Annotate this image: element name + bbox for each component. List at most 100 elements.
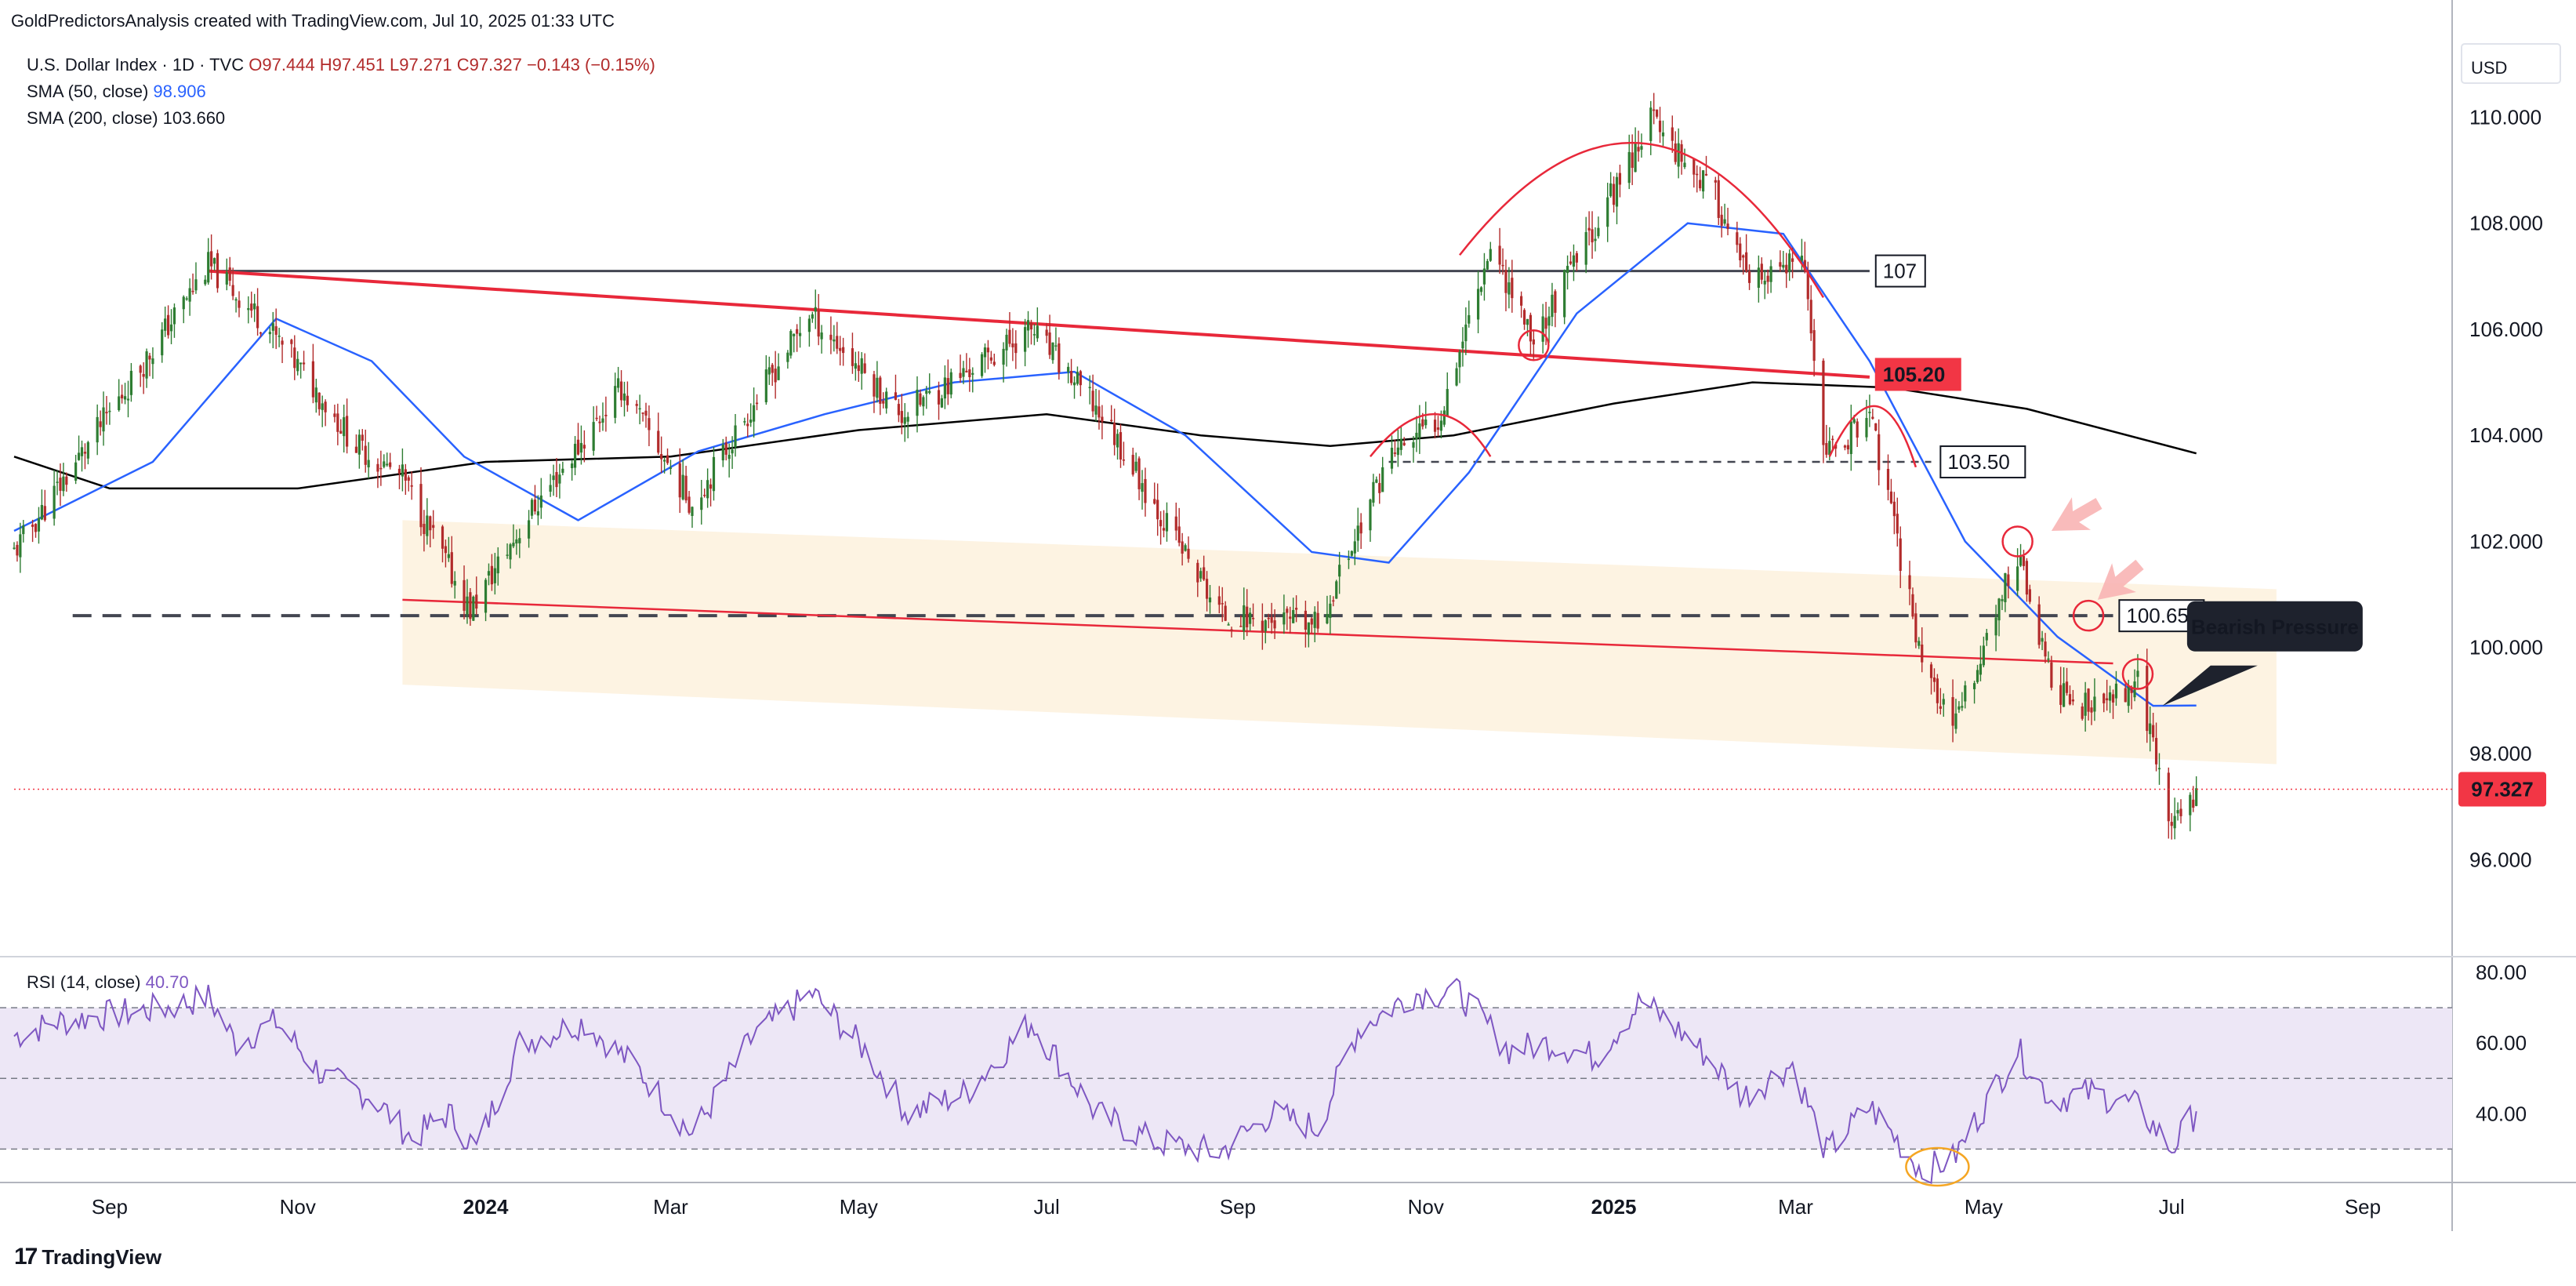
candle-body bbox=[2090, 707, 2093, 713]
candle-body bbox=[77, 452, 81, 460]
candle-body bbox=[703, 495, 706, 496]
candle-body bbox=[2127, 685, 2130, 707]
candle-body bbox=[86, 441, 89, 459]
sma50-legend[interactable]: SMA (50, close) 98.906 bbox=[27, 82, 206, 102]
candle-body bbox=[475, 594, 478, 609]
candle-body bbox=[410, 485, 413, 487]
rsi-oversold-circle bbox=[1905, 1146, 1970, 1187]
channel-midline bbox=[402, 598, 2113, 665]
candle-body bbox=[19, 534, 22, 558]
time-tick-label: Nov bbox=[280, 1195, 316, 1219]
candle-body bbox=[126, 398, 130, 401]
sma200-legend[interactable]: SMA (200, close) 103.660 bbox=[27, 108, 225, 129]
candle-body bbox=[1014, 343, 1018, 354]
candle-body bbox=[172, 307, 176, 325]
candle-body bbox=[648, 418, 651, 430]
candle-body bbox=[1045, 329, 1048, 336]
candle-body bbox=[311, 361, 314, 398]
symbol-legend[interactable]: U.S. Dollar Index · 1D · TVC O97.444 H97… bbox=[27, 55, 655, 75]
candle-body bbox=[928, 391, 931, 394]
time-tick-label: Mar bbox=[653, 1195, 688, 1219]
candle-body bbox=[1094, 405, 1098, 415]
candle-body bbox=[1393, 452, 1397, 454]
candle-body bbox=[1177, 526, 1181, 543]
candle-body bbox=[767, 367, 771, 375]
candle-body bbox=[1868, 412, 1871, 413]
candle-body bbox=[2179, 808, 2182, 816]
candle-body bbox=[897, 404, 901, 416]
currency-label[interactable]: USD bbox=[2471, 58, 2508, 78]
candle-body bbox=[256, 306, 259, 329]
candle-body bbox=[216, 252, 220, 289]
pink-arrow-icon-1 bbox=[2051, 497, 2103, 531]
time-tick-label: 2025 bbox=[1591, 1195, 1637, 1219]
candle-body bbox=[2103, 693, 2106, 703]
candle-body bbox=[169, 324, 173, 332]
candle-body bbox=[1563, 270, 1566, 318]
candle-body bbox=[118, 396, 121, 411]
candle-body bbox=[1757, 267, 1760, 288]
candle-body bbox=[817, 311, 820, 337]
candle-body bbox=[1699, 180, 1702, 189]
candle-body bbox=[1134, 461, 1137, 471]
candle-body bbox=[2130, 687, 2133, 693]
candle-body bbox=[1464, 324, 1468, 342]
callout-pointer bbox=[2162, 665, 2258, 707]
candle-body bbox=[16, 544, 19, 556]
candle-body bbox=[2047, 658, 2050, 660]
candle-body bbox=[1029, 322, 1033, 330]
candle-body bbox=[700, 497, 703, 510]
candle-body bbox=[691, 507, 694, 516]
candle-body bbox=[2173, 816, 2176, 829]
candle-body bbox=[1522, 310, 1526, 325]
candle-body bbox=[139, 365, 142, 373]
candle-body bbox=[1079, 371, 1082, 386]
candle-body bbox=[1551, 294, 1554, 318]
candle-body bbox=[1283, 612, 1286, 625]
price-tick-label: 98.000 bbox=[2469, 742, 2532, 765]
candle-body bbox=[1227, 624, 1230, 626]
candle-body bbox=[1439, 420, 1442, 431]
small-arc-left bbox=[1369, 412, 1492, 458]
candle-body bbox=[1088, 387, 1091, 389]
candle-body bbox=[148, 355, 151, 360]
candle-body bbox=[1310, 618, 1313, 625]
candle-body bbox=[1683, 162, 1686, 168]
candle-body bbox=[1874, 423, 1878, 431]
candle-body bbox=[1618, 173, 1622, 185]
candle-body bbox=[333, 413, 336, 417]
tradingview-logo-text: TradingView bbox=[42, 1244, 162, 1269]
candle-body bbox=[1249, 612, 1252, 624]
candle-body bbox=[2016, 566, 2019, 591]
candle-body bbox=[755, 402, 759, 405]
candle-body bbox=[1399, 438, 1402, 450]
candle-body bbox=[582, 445, 586, 449]
candle-body bbox=[1116, 434, 1119, 448]
price-tick-label: 102.000 bbox=[2469, 529, 2543, 553]
candle-body bbox=[2114, 683, 2118, 699]
candle-body bbox=[1788, 253, 1791, 272]
candle-body bbox=[1246, 606, 1249, 628]
sma50-label: SMA (50, close) bbox=[27, 82, 149, 101]
candles bbox=[13, 93, 2198, 840]
candle-body bbox=[2176, 810, 2179, 814]
rsi-legend[interactable]: RSI (14, close) 40.70 bbox=[27, 972, 189, 993]
candle-body bbox=[1634, 142, 1637, 173]
tradingview-logo[interactable]: 17 TradingView bbox=[14, 1244, 161, 1270]
candle-body bbox=[2028, 589, 2031, 602]
candle-body bbox=[102, 407, 105, 432]
candle-body bbox=[65, 476, 68, 485]
candle-body bbox=[644, 410, 648, 416]
candle-body bbox=[1834, 444, 1838, 449]
candle-body bbox=[885, 391, 888, 409]
candle-body bbox=[2071, 699, 2074, 702]
candle-body bbox=[879, 377, 882, 404]
candle-body bbox=[401, 464, 404, 477]
candle-body bbox=[1587, 227, 1591, 231]
level-label-103: 103.50 bbox=[1947, 450, 2010, 474]
candle-body bbox=[472, 596, 475, 621]
candle-body bbox=[2081, 706, 2084, 719]
candle-body bbox=[1113, 423, 1116, 445]
candle-body bbox=[1627, 151, 1631, 183]
